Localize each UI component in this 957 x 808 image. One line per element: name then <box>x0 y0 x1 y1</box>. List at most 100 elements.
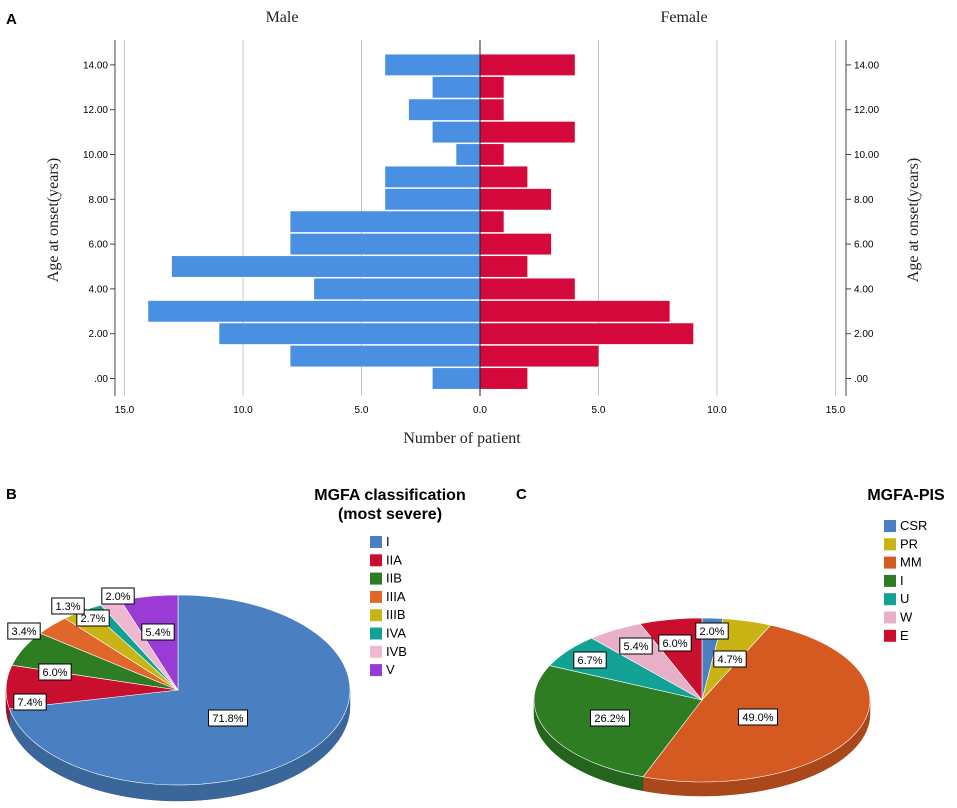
y-tick-label-left: 10.00 <box>83 150 108 161</box>
legend-label: I <box>900 573 904 588</box>
legend-swatch <box>370 627 382 640</box>
bar-female <box>480 144 504 165</box>
bar-female <box>480 76 504 98</box>
pie-label-text: 2.0% <box>105 591 130 603</box>
y-tick-label-right: 8.00 <box>854 195 874 206</box>
pie-chart-mgfa-pis: 2.0% 4.7% 49.0% 26.2% 6.7% 5.4% 6.0% MGFA-PIS CS… <box>533 487 945 797</box>
legend-label: E <box>900 628 909 643</box>
x-tick-label: 15.0 <box>826 405 846 416</box>
pie-label-box <box>141 623 175 641</box>
legend-label: PR <box>900 536 918 551</box>
panel-letter-b: B <box>6 486 17 503</box>
pie-label-text: 2.7% <box>80 613 105 625</box>
pie-label-text: 3.4% <box>11 626 36 638</box>
legend-title: (most severe) <box>338 506 442 523</box>
y-tick-label-right: .00 <box>854 374 868 385</box>
pie-label-box <box>51 597 85 615</box>
y-tick-label-right: 14.00 <box>854 60 879 71</box>
legend-label: I <box>386 534 390 549</box>
pie-label-box <box>713 650 747 668</box>
legend-label: W <box>900 610 913 625</box>
x-tick-label: 5.0 <box>592 405 606 416</box>
bar-male <box>456 144 480 165</box>
pie-data-label: 2.0% <box>101 587 135 605</box>
pie-label-box <box>208 709 248 727</box>
x-axis-label: Number of patient <box>403 430 521 447</box>
pyramid-chart: .00 .00 2.00 2.00 4.00 4.00 6.00 6.00 8.00 8.00 10… <box>45 9 922 447</box>
pie-data-label: 7.4% <box>13 693 47 711</box>
legend-swatch <box>370 536 382 548</box>
legend-swatch <box>370 554 382 567</box>
bar-male <box>290 233 480 255</box>
bar-male <box>432 368 480 389</box>
legend-swatch <box>884 556 896 569</box>
legend-swatch <box>370 572 382 585</box>
legend-label: IIIB <box>386 607 406 622</box>
pie-data-label: 5.4% <box>619 637 653 655</box>
legend-label: IVB <box>386 644 407 659</box>
legend-label: IIA <box>386 552 402 567</box>
pie-label-text: 5.4% <box>623 641 648 653</box>
legend-title: MGFA classification <box>314 487 465 504</box>
legend-swatch <box>884 593 896 606</box>
pie-tops <box>5 594 351 786</box>
pie-data-label: 26.2% <box>590 709 630 727</box>
bar-female <box>480 233 552 255</box>
bar-male <box>408 99 480 121</box>
pie-label-text: 1.3% <box>55 601 80 613</box>
bar-male <box>432 121 480 143</box>
pie-label-box <box>7 622 41 640</box>
legend-swatch <box>884 611 896 624</box>
legend-label: IVA <box>386 626 406 641</box>
legend-swatch <box>884 629 896 642</box>
legend-label: IIIA <box>386 589 406 604</box>
legend-swatch <box>884 520 896 532</box>
pie-data-label: 1.3% <box>51 597 85 615</box>
pie-label-text: 6.0% <box>662 638 687 650</box>
pie-label-box <box>76 609 110 627</box>
legend: MGFA classification(most severe)IIIAIIBI… <box>314 487 465 677</box>
panel-letter-a: A <box>6 11 17 28</box>
bar-female <box>480 188 552 210</box>
pie-tops <box>533 617 871 783</box>
y-tick-label-left: 14.00 <box>83 60 108 71</box>
bar-male <box>219 323 481 345</box>
bar-male <box>385 54 480 76</box>
bar-female <box>480 99 504 121</box>
bar-male <box>290 345 480 367</box>
pie-labels: 71.8% 7.4% 6.0% 3.4% 2.7%1.3% 2.0% 5.4% <box>7 587 248 727</box>
legend-title: MGFA-PIS <box>867 487 945 504</box>
legend-swatch <box>884 538 896 551</box>
pyramid-bars <box>148 54 694 389</box>
y-tick-label-right: 2.00 <box>854 329 874 340</box>
x-tick-label: 15.0 <box>115 405 135 416</box>
pie-slice-mm <box>642 624 871 783</box>
x-tick-label: 0.0 <box>473 405 487 416</box>
pie-label-box <box>573 651 607 669</box>
pie-label-box <box>738 708 778 726</box>
bar-female <box>480 211 504 233</box>
pie-data-label: 71.8% <box>208 709 248 727</box>
bar-female <box>480 300 670 322</box>
y-tick-label-left: 6.00 <box>89 240 109 251</box>
legend-label: MM <box>900 555 922 570</box>
pie-label-text: 71.8% <box>212 713 243 725</box>
pie-label-box <box>695 622 729 640</box>
bar-male <box>385 166 480 188</box>
bar-female <box>480 256 528 277</box>
y-tick-label-right: 10.00 <box>854 150 879 161</box>
legend-label: V <box>386 662 395 677</box>
pie-data-label: 49.0% <box>738 708 778 726</box>
bar-female <box>480 368 528 389</box>
pie-label-text: 4.7% <box>717 654 742 666</box>
x-tick-label: 5.0 <box>355 405 369 416</box>
y-axis-label-right: Age at onset(years) <box>905 158 922 282</box>
y-tick-label-left: .00 <box>94 374 108 385</box>
pie-data-label: 6.0% <box>658 634 692 652</box>
male-side-title: Male <box>266 9 299 26</box>
female-side-title: Female <box>660 9 707 26</box>
bar-female <box>480 278 575 300</box>
pie-label-box <box>619 637 653 655</box>
pie-labels: 2.0% 4.7% 49.0% 26.2% 6.7% 5.4% 6.0% <box>573 622 778 727</box>
